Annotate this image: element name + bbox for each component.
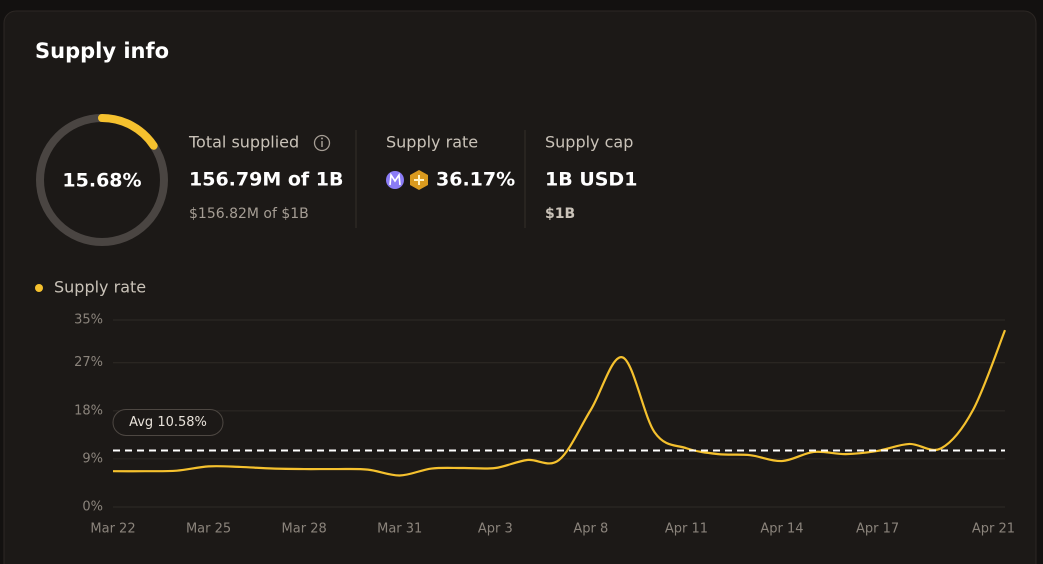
utilization-label: 15.68% — [62, 170, 141, 192]
average-badge — [112, 408, 224, 436]
info-icon-dot — [321, 137, 323, 140]
x-tick-label: Apr 14 — [760, 522, 803, 537]
y-tick-label: 9% — [82, 451, 103, 466]
legend-dot — [35, 284, 43, 292]
x-tick-label: Mar 31 — [377, 522, 422, 537]
reward-icon-glyph — [414, 175, 424, 185]
y-tick-label: 35% — [74, 313, 103, 328]
y-tick-label: 27% — [74, 355, 103, 370]
x-tick-label: Apr 17 — [856, 522, 899, 537]
card-bg — [3, 10, 1037, 564]
x-tick-label: Apr 11 — [665, 522, 708, 537]
stat-label: Supply cap — [545, 133, 633, 152]
y-tick-label: 0% — [82, 500, 103, 515]
x-tick-label: Mar 25 — [186, 522, 231, 537]
x-tick-label: Apr 21 — [972, 522, 1015, 537]
average-label: Avg 10.58% — [129, 415, 207, 430]
x-tick-label: Mar 28 — [282, 522, 327, 537]
x-tick-label: Mar 22 — [90, 522, 135, 537]
stat-value: 1B USD1 — [545, 169, 637, 191]
x-tick-label: Apr 3 — [478, 522, 513, 537]
stat-label: Supply rate — [386, 133, 478, 152]
supply-rate-line — [112, 329, 1007, 477]
stat-subvalue: $1B — [545, 206, 575, 222]
x-tick-label: Apr 8 — [573, 522, 608, 537]
token-icon-glyph — [389, 172, 401, 186]
card-title: Supply info — [35, 39, 169, 63]
stat-subvalue: $156.82M of $1B — [189, 206, 309, 222]
y-tick-label: 18% — [74, 403, 103, 418]
legend-label: Supply rate — [54, 278, 146, 297]
stat-value: 36.17% — [436, 169, 515, 191]
info-icon[interactable] — [313, 134, 331, 152]
donut-arc — [98, 114, 158, 150]
stat-label: Total supplied — [188, 133, 299, 152]
stat-value: 156.79M of 1B — [189, 169, 343, 191]
